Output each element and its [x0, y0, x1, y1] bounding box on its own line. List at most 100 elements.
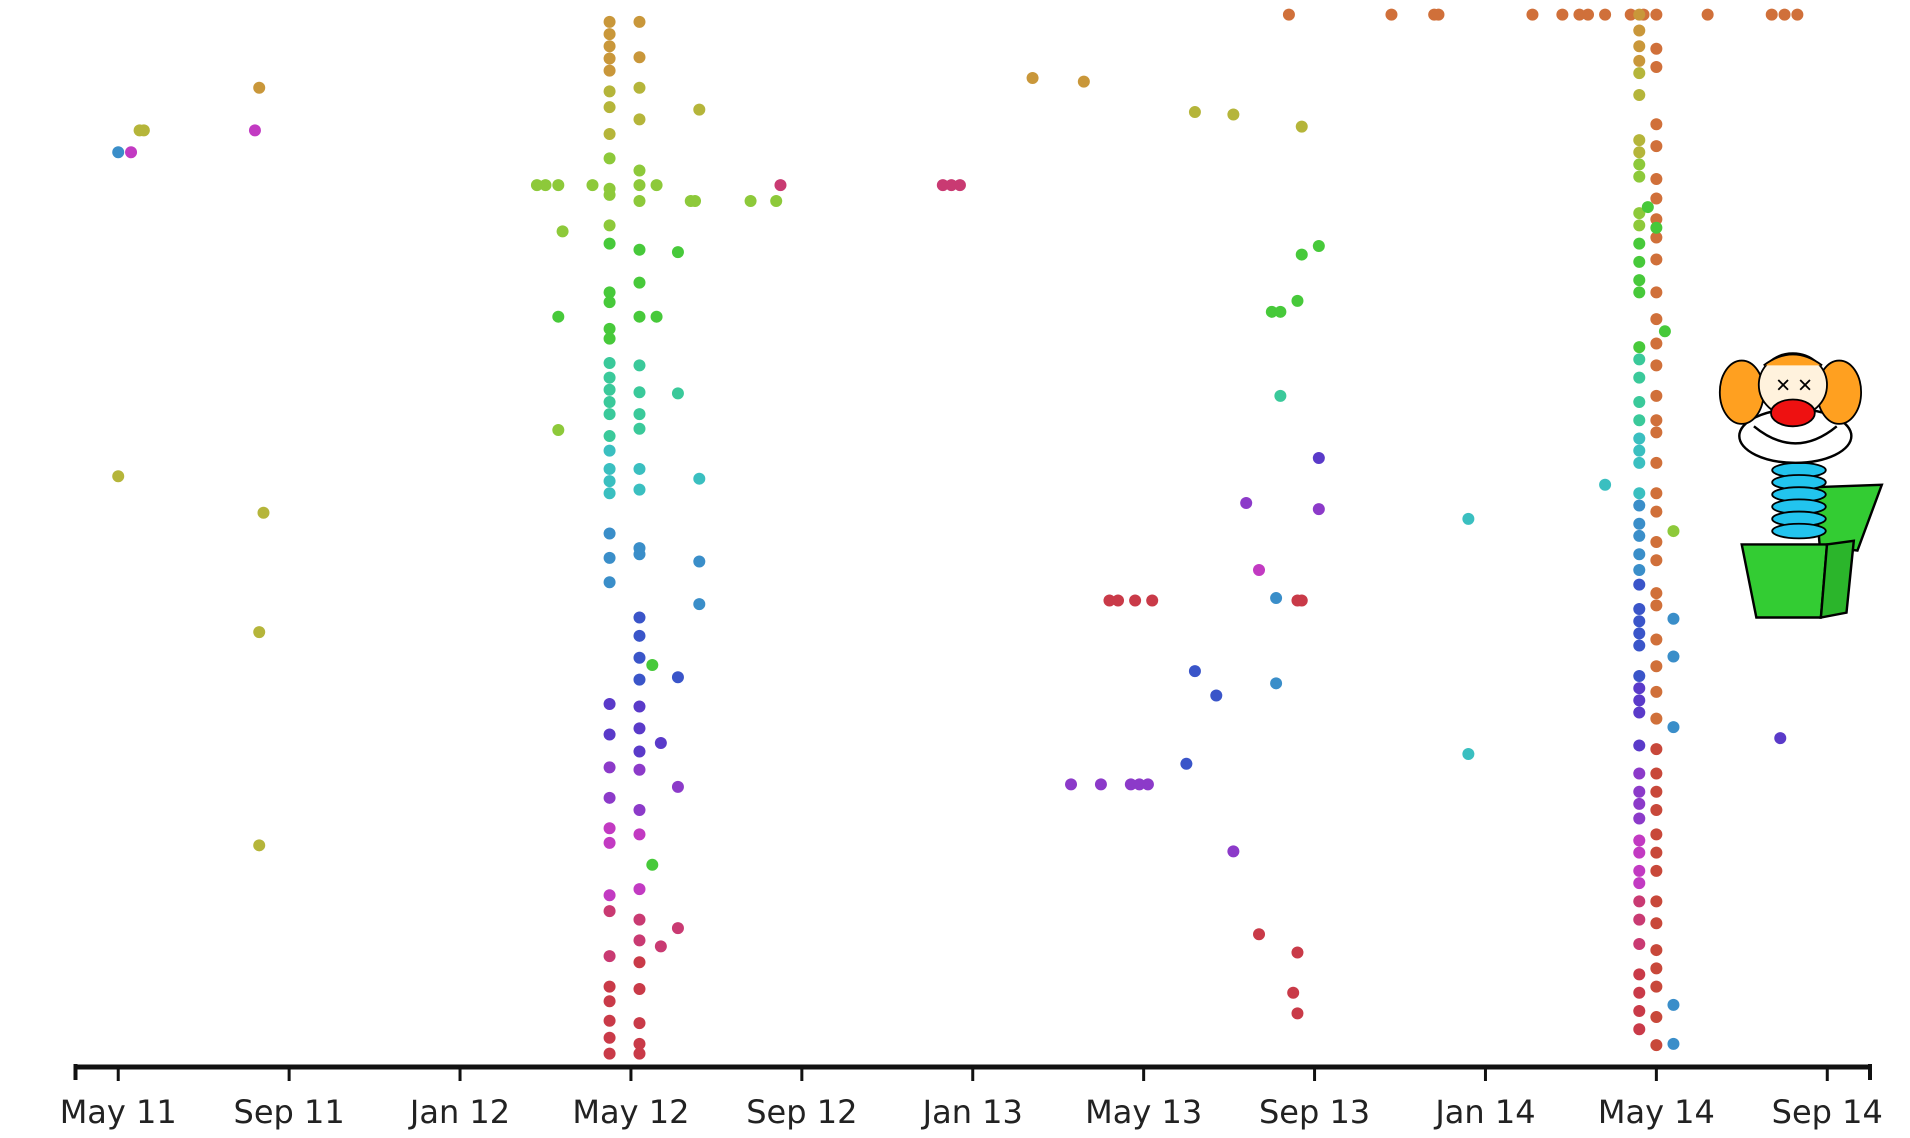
dot — [604, 189, 616, 201]
dot — [1791, 9, 1803, 21]
dot — [633, 277, 645, 289]
dot — [1633, 40, 1645, 52]
dot — [1633, 895, 1645, 907]
dot — [633, 484, 645, 496]
dot — [1633, 786, 1645, 798]
dot — [633, 244, 645, 256]
dot — [604, 408, 616, 420]
dot — [604, 52, 616, 64]
dot — [604, 552, 616, 564]
dot — [1633, 55, 1645, 67]
dot — [1633, 707, 1645, 719]
dot — [1650, 713, 1662, 725]
dot — [1650, 633, 1662, 645]
dot — [651, 179, 663, 191]
dot — [1650, 686, 1662, 698]
dot — [1650, 359, 1662, 371]
dot — [1633, 286, 1645, 298]
dot — [646, 659, 658, 671]
dot — [633, 51, 645, 63]
dot — [1462, 513, 1474, 525]
dot — [112, 470, 124, 482]
dot — [125, 146, 137, 158]
dot — [1633, 353, 1645, 365]
dot — [672, 781, 684, 793]
dot — [1313, 503, 1325, 515]
dot — [1189, 665, 1201, 677]
dot — [604, 152, 616, 164]
dot — [604, 128, 616, 140]
x-tick-label: May 13 — [1085, 1093, 1202, 1131]
dot — [1633, 499, 1645, 511]
dot — [1633, 219, 1645, 231]
dot — [672, 387, 684, 399]
dot — [1633, 274, 1645, 286]
dot — [1582, 9, 1594, 21]
dot — [633, 195, 645, 207]
dot — [1633, 445, 1645, 457]
dot — [633, 674, 645, 686]
dot — [1650, 786, 1662, 798]
dot — [689, 195, 701, 207]
dot — [1650, 313, 1662, 325]
dot — [655, 940, 667, 952]
dot — [693, 556, 705, 568]
dot — [604, 728, 616, 740]
dot — [1253, 928, 1265, 940]
dot — [1650, 1011, 1662, 1023]
dot — [1650, 140, 1662, 152]
dot — [1650, 917, 1662, 929]
dot — [633, 914, 645, 926]
dot — [1650, 414, 1662, 426]
dot — [1633, 767, 1645, 779]
dot — [1779, 9, 1791, 21]
dot — [1667, 721, 1679, 733]
x-tick-label: Sep 11 — [234, 1093, 345, 1131]
dot — [604, 822, 616, 834]
dot — [604, 981, 616, 993]
dot — [138, 124, 150, 136]
dot — [1633, 89, 1645, 101]
dot — [633, 1017, 645, 1029]
dot — [633, 386, 645, 398]
dot — [253, 839, 265, 851]
dot — [1633, 134, 1645, 146]
dot — [604, 905, 616, 917]
dot — [1274, 390, 1286, 402]
dot — [1633, 682, 1645, 694]
dot — [253, 82, 265, 94]
dot — [1633, 372, 1645, 384]
dot — [954, 179, 966, 191]
dot — [604, 463, 616, 475]
dot — [1633, 847, 1645, 859]
dot — [604, 296, 616, 308]
dot — [633, 1048, 645, 1060]
dot — [1633, 615, 1645, 627]
dot — [1633, 432, 1645, 444]
dot — [1650, 286, 1662, 298]
dot — [633, 722, 645, 734]
dot — [604, 950, 616, 962]
dot — [552, 424, 564, 436]
dot — [672, 246, 684, 258]
dot — [1556, 9, 1568, 21]
dot — [1650, 173, 1662, 185]
dot — [1078, 76, 1090, 88]
dot — [633, 548, 645, 560]
dots — [112, 9, 1803, 1060]
dot — [1462, 748, 1474, 760]
dot — [1650, 587, 1662, 599]
dot — [604, 576, 616, 588]
dot — [1633, 914, 1645, 926]
dot — [745, 195, 757, 207]
dot — [633, 311, 645, 323]
dot — [633, 113, 645, 125]
dot — [604, 698, 616, 710]
dot — [1650, 506, 1662, 518]
dot — [1526, 9, 1538, 21]
dot — [693, 473, 705, 485]
dot — [633, 828, 645, 840]
dot — [1313, 240, 1325, 252]
dot — [770, 195, 782, 207]
clown-toy — [1720, 353, 1882, 617]
